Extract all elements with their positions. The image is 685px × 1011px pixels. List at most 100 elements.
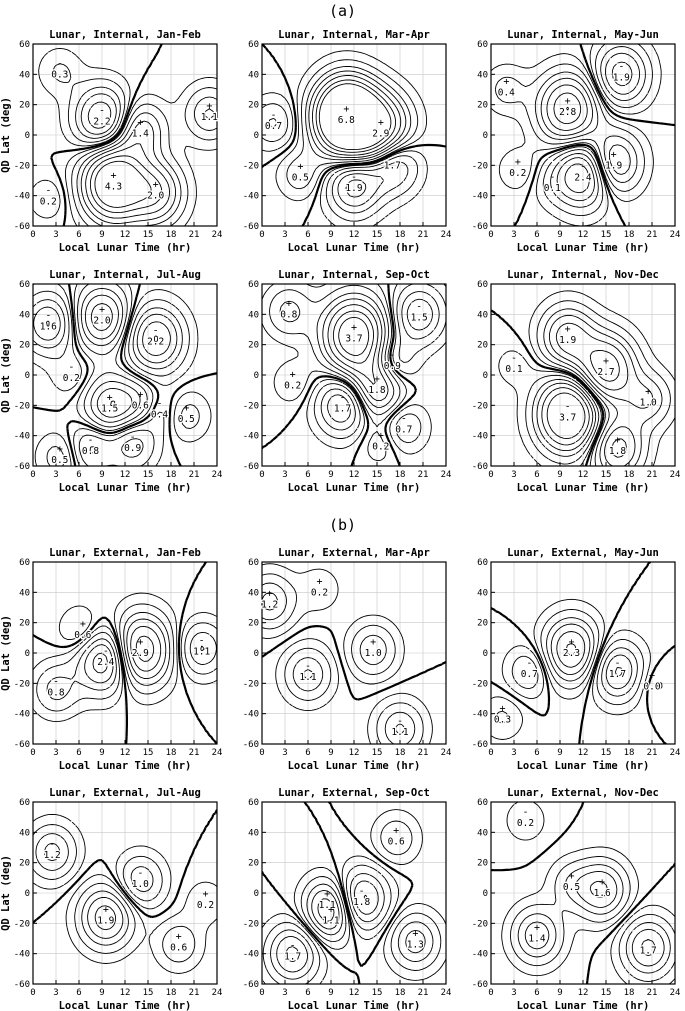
x-tick-label: 12 <box>349 230 360 240</box>
x-tick-label: 21 <box>647 230 658 240</box>
negative-contour <box>541 387 590 446</box>
negative-contour <box>501 629 651 716</box>
x-tick-label: 9 <box>99 748 104 758</box>
negative-contour <box>84 644 205 684</box>
extremum-label: 2.4 <box>97 657 114 668</box>
y-tick-label: -20 <box>472 161 488 171</box>
y-tick-label: 0 <box>483 889 488 899</box>
x-tick-label: 12 <box>120 988 131 998</box>
positive-contour <box>589 350 620 382</box>
y-tick-label: -40 <box>472 950 488 960</box>
x-tick-label: 9 <box>328 988 333 998</box>
y-tick-label: 20 <box>248 341 259 351</box>
positive-contour <box>34 284 212 466</box>
extremum-label: 0.5 <box>292 172 309 183</box>
extremum-label: 1.7 <box>609 669 626 680</box>
y-tick-label: 0 <box>483 371 488 381</box>
positive-contour <box>566 106 569 111</box>
negative-contour <box>33 612 217 723</box>
negative-contour <box>625 921 671 974</box>
y-tick-label: 60 <box>477 40 488 50</box>
x-tick-label: 0 <box>259 230 264 240</box>
extremum-sign: - <box>580 161 586 172</box>
y-tick-label: 20 <box>19 101 30 111</box>
extremum-sign: + <box>103 904 109 915</box>
x-tick-label: 21 <box>418 988 429 998</box>
negative-contour <box>33 47 131 219</box>
extremum-sign: - <box>99 105 105 116</box>
negative-contour <box>33 824 163 902</box>
y-tick-label: 60 <box>19 280 30 290</box>
extremum-label: 1.1 <box>299 672 316 683</box>
extremum-label: 2.0 <box>93 315 110 326</box>
positive-contour <box>58 592 178 706</box>
extremum-sign: - <box>389 149 395 160</box>
x-tick-label: 3 <box>511 470 516 480</box>
y-tick-label: 60 <box>477 280 488 290</box>
negative-contour <box>327 298 433 423</box>
contour-lines <box>262 44 446 226</box>
section-label-b: (b) <box>328 516 357 534</box>
x-tick-label: 21 <box>418 230 429 240</box>
extremum-label: 1.7 <box>640 946 657 957</box>
x-tick-label: 12 <box>349 748 360 758</box>
y-tick-label: -40 <box>472 710 488 720</box>
extremum-label: 0.8 <box>82 446 99 457</box>
x-tick-label: 9 <box>99 988 104 998</box>
extremum-sign: + <box>378 117 384 128</box>
y-tick-label: 40 <box>477 310 488 320</box>
extremum-sign: - <box>270 110 276 121</box>
negative-contour <box>46 320 171 357</box>
negative-contour <box>303 669 405 735</box>
y-tick-label: 20 <box>19 619 30 629</box>
positive-contour <box>90 303 116 407</box>
x-tick-label: 6 <box>534 470 539 480</box>
extremum-sign: - <box>397 716 403 727</box>
x-tick-label: 3 <box>282 988 287 998</box>
extremum-sign: + <box>503 77 509 88</box>
negative-contour <box>605 654 633 690</box>
x-tick-label: 0 <box>488 470 493 480</box>
y-tick-label: -20 <box>472 401 488 411</box>
negative-contour <box>75 86 121 139</box>
positive-contour <box>496 608 600 724</box>
y-tick-label: 60 <box>248 40 259 50</box>
positive-contour <box>534 71 638 183</box>
negative-contour <box>52 63 126 143</box>
positive-contour <box>327 304 379 385</box>
y-tick-label: 0 <box>483 131 488 141</box>
extremum-label: 0.2 <box>284 381 301 392</box>
x-tick-label: 18 <box>395 230 406 240</box>
x-tick-label: 21 <box>189 470 200 480</box>
x-tick-label: 3 <box>53 470 58 480</box>
zero-contour <box>262 802 414 984</box>
positive-contour <box>76 96 217 226</box>
positive-contour <box>556 631 586 668</box>
extremum-label: 0.6 <box>132 400 149 411</box>
y-tick-label: -60 <box>472 222 488 232</box>
x-tick-label: 15 <box>372 988 383 998</box>
x-tick-label: 3 <box>282 748 287 758</box>
x-tick-label: 12 <box>349 470 360 480</box>
y-tick-label: -40 <box>243 192 259 202</box>
extremum-sign: + <box>153 180 159 191</box>
positive-contour <box>332 310 374 364</box>
positive-contour <box>546 617 595 682</box>
x-tick-label: 9 <box>328 470 333 480</box>
y-tick-label: 20 <box>477 619 488 629</box>
x-tick-label: 12 <box>120 470 131 480</box>
x-tick-label: 15 <box>601 470 612 480</box>
zero-contour <box>33 284 217 466</box>
x-tick-label: 24 <box>670 988 681 998</box>
extremum-label: 1.0 <box>132 879 149 890</box>
y-tick-label: -60 <box>14 740 30 750</box>
y-tick-label: -60 <box>472 462 488 472</box>
y-tick-label: 0 <box>25 889 30 899</box>
zero-contour <box>33 562 217 744</box>
x-axis-label: Local Lunar Time (hr) <box>59 482 192 494</box>
negative-contour <box>601 647 638 697</box>
extremum-sign: + <box>565 324 571 335</box>
x-tick-label: 3 <box>282 470 287 480</box>
zero-contour <box>491 562 675 744</box>
